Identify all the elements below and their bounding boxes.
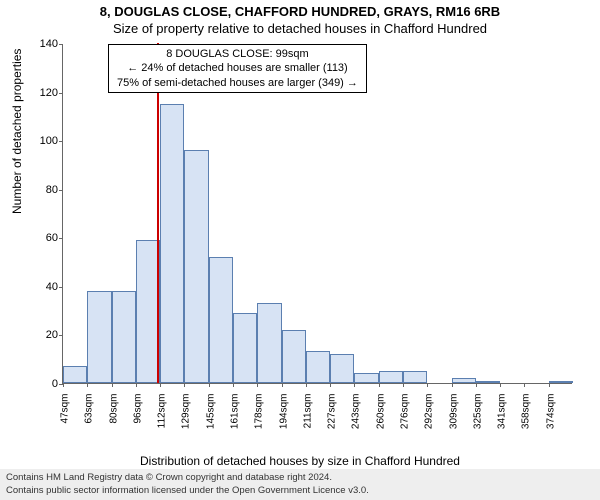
y-tick-label: 40 bbox=[28, 281, 58, 293]
x-tick-mark bbox=[354, 383, 355, 387]
title-block: 8, DOUGLAS CLOSE, CHAFFORD HUNDRED, GRAY… bbox=[0, 0, 600, 38]
x-tick-mark bbox=[500, 383, 501, 387]
x-tick-label: 325sqm bbox=[472, 394, 483, 444]
annotation-line1: 8 DOUGLAS CLOSE: 99sqm bbox=[117, 47, 358, 61]
chart-area: 02040608010012014047sqm63sqm80sqm96sqm11… bbox=[62, 44, 572, 384]
x-tick-mark bbox=[330, 383, 331, 387]
x-tick-label: 341sqm bbox=[497, 394, 508, 444]
x-tick-mark bbox=[379, 383, 380, 387]
y-tick-mark bbox=[59, 238, 63, 239]
x-tick-mark bbox=[160, 383, 161, 387]
x-tick-label: 96sqm bbox=[132, 394, 143, 444]
x-tick-label: 374sqm bbox=[545, 394, 556, 444]
histogram-bar bbox=[403, 371, 427, 383]
x-tick-label: 47sqm bbox=[60, 394, 71, 444]
x-tick-label: 194sqm bbox=[278, 394, 289, 444]
x-tick-label: 161sqm bbox=[230, 394, 241, 444]
x-tick-mark bbox=[209, 383, 210, 387]
y-tick-mark bbox=[59, 141, 63, 142]
x-tick-mark bbox=[257, 383, 258, 387]
histogram-bar bbox=[112, 291, 136, 383]
histogram-bar bbox=[282, 330, 306, 383]
x-tick-label: 276sqm bbox=[400, 394, 411, 444]
property-marker-line bbox=[157, 43, 159, 383]
x-tick-mark bbox=[87, 383, 88, 387]
x-tick-mark bbox=[136, 383, 137, 387]
title-address: 8, DOUGLAS CLOSE, CHAFFORD HUNDRED, GRAY… bbox=[0, 4, 600, 21]
x-tick-mark bbox=[184, 383, 185, 387]
x-tick-mark bbox=[306, 383, 307, 387]
chart-container: 8, DOUGLAS CLOSE, CHAFFORD HUNDRED, GRAY… bbox=[0, 0, 600, 500]
annotation-line3: 75% of semi-detached houses are larger (… bbox=[117, 76, 358, 90]
histogram-bar bbox=[233, 313, 257, 383]
footer-line1: Contains HM Land Registry data © Crown c… bbox=[6, 472, 594, 484]
y-tick-mark bbox=[59, 93, 63, 94]
x-tick-label: 63sqm bbox=[84, 394, 95, 444]
x-tick-label: 227sqm bbox=[327, 394, 338, 444]
histogram-bar bbox=[476, 381, 500, 383]
y-tick-mark bbox=[59, 335, 63, 336]
histogram-bar bbox=[354, 373, 378, 383]
x-tick-label: 292sqm bbox=[424, 394, 435, 444]
x-tick-mark bbox=[282, 383, 283, 387]
title-subtitle: Size of property relative to detached ho… bbox=[0, 21, 600, 38]
y-tick-label: 140 bbox=[28, 38, 58, 50]
x-tick-label: 211sqm bbox=[302, 394, 313, 444]
histogram-bar bbox=[160, 104, 184, 383]
x-tick-mark bbox=[427, 383, 428, 387]
x-tick-label: 309sqm bbox=[448, 394, 459, 444]
x-tick-mark bbox=[63, 383, 64, 387]
x-tick-label: 112sqm bbox=[157, 394, 168, 444]
y-axis-label: Number of detached properties bbox=[10, 49, 24, 214]
x-tick-mark bbox=[452, 383, 453, 387]
histogram-bar bbox=[452, 378, 476, 383]
histogram-bar bbox=[87, 291, 111, 383]
x-tick-mark bbox=[112, 383, 113, 387]
y-tick-label: 80 bbox=[28, 184, 58, 196]
x-tick-label: 260sqm bbox=[375, 394, 386, 444]
y-tick-label: 0 bbox=[28, 378, 58, 390]
y-tick-mark bbox=[59, 287, 63, 288]
histogram-bar bbox=[379, 371, 403, 383]
x-tick-label: 178sqm bbox=[254, 394, 265, 444]
x-axis-label: Distribution of detached houses by size … bbox=[0, 454, 600, 468]
y-tick-label: 20 bbox=[28, 329, 58, 341]
x-tick-label: 129sqm bbox=[181, 394, 192, 444]
y-tick-mark bbox=[59, 44, 63, 45]
y-tick-label: 100 bbox=[28, 135, 58, 147]
x-tick-mark bbox=[549, 383, 550, 387]
histogram-bar bbox=[306, 351, 330, 383]
footer-line2: Contains public sector information licen… bbox=[6, 485, 594, 497]
histogram-bar bbox=[209, 257, 233, 383]
histogram-bar bbox=[184, 150, 208, 383]
x-tick-mark bbox=[233, 383, 234, 387]
histogram-bar bbox=[330, 354, 354, 383]
annotation-box: 8 DOUGLAS CLOSE: 99sqm ← 24% of detached… bbox=[108, 44, 367, 93]
x-tick-label: 358sqm bbox=[521, 394, 532, 444]
footer: Contains HM Land Registry data © Crown c… bbox=[0, 469, 600, 500]
x-tick-mark bbox=[403, 383, 404, 387]
y-tick-mark bbox=[59, 190, 63, 191]
x-tick-mark bbox=[524, 383, 525, 387]
x-tick-label: 80sqm bbox=[108, 394, 119, 444]
x-tick-mark bbox=[476, 383, 477, 387]
x-tick-label: 243sqm bbox=[351, 394, 362, 444]
histogram-bar bbox=[257, 303, 281, 383]
histogram-bar bbox=[549, 381, 573, 383]
annotation-line2: ← 24% of detached houses are smaller (11… bbox=[117, 61, 358, 75]
y-tick-label: 120 bbox=[28, 87, 58, 99]
y-tick-label: 60 bbox=[28, 232, 58, 244]
histogram-bar bbox=[63, 366, 87, 383]
x-tick-label: 145sqm bbox=[205, 394, 216, 444]
plot-region: 02040608010012014047sqm63sqm80sqm96sqm11… bbox=[62, 44, 572, 384]
